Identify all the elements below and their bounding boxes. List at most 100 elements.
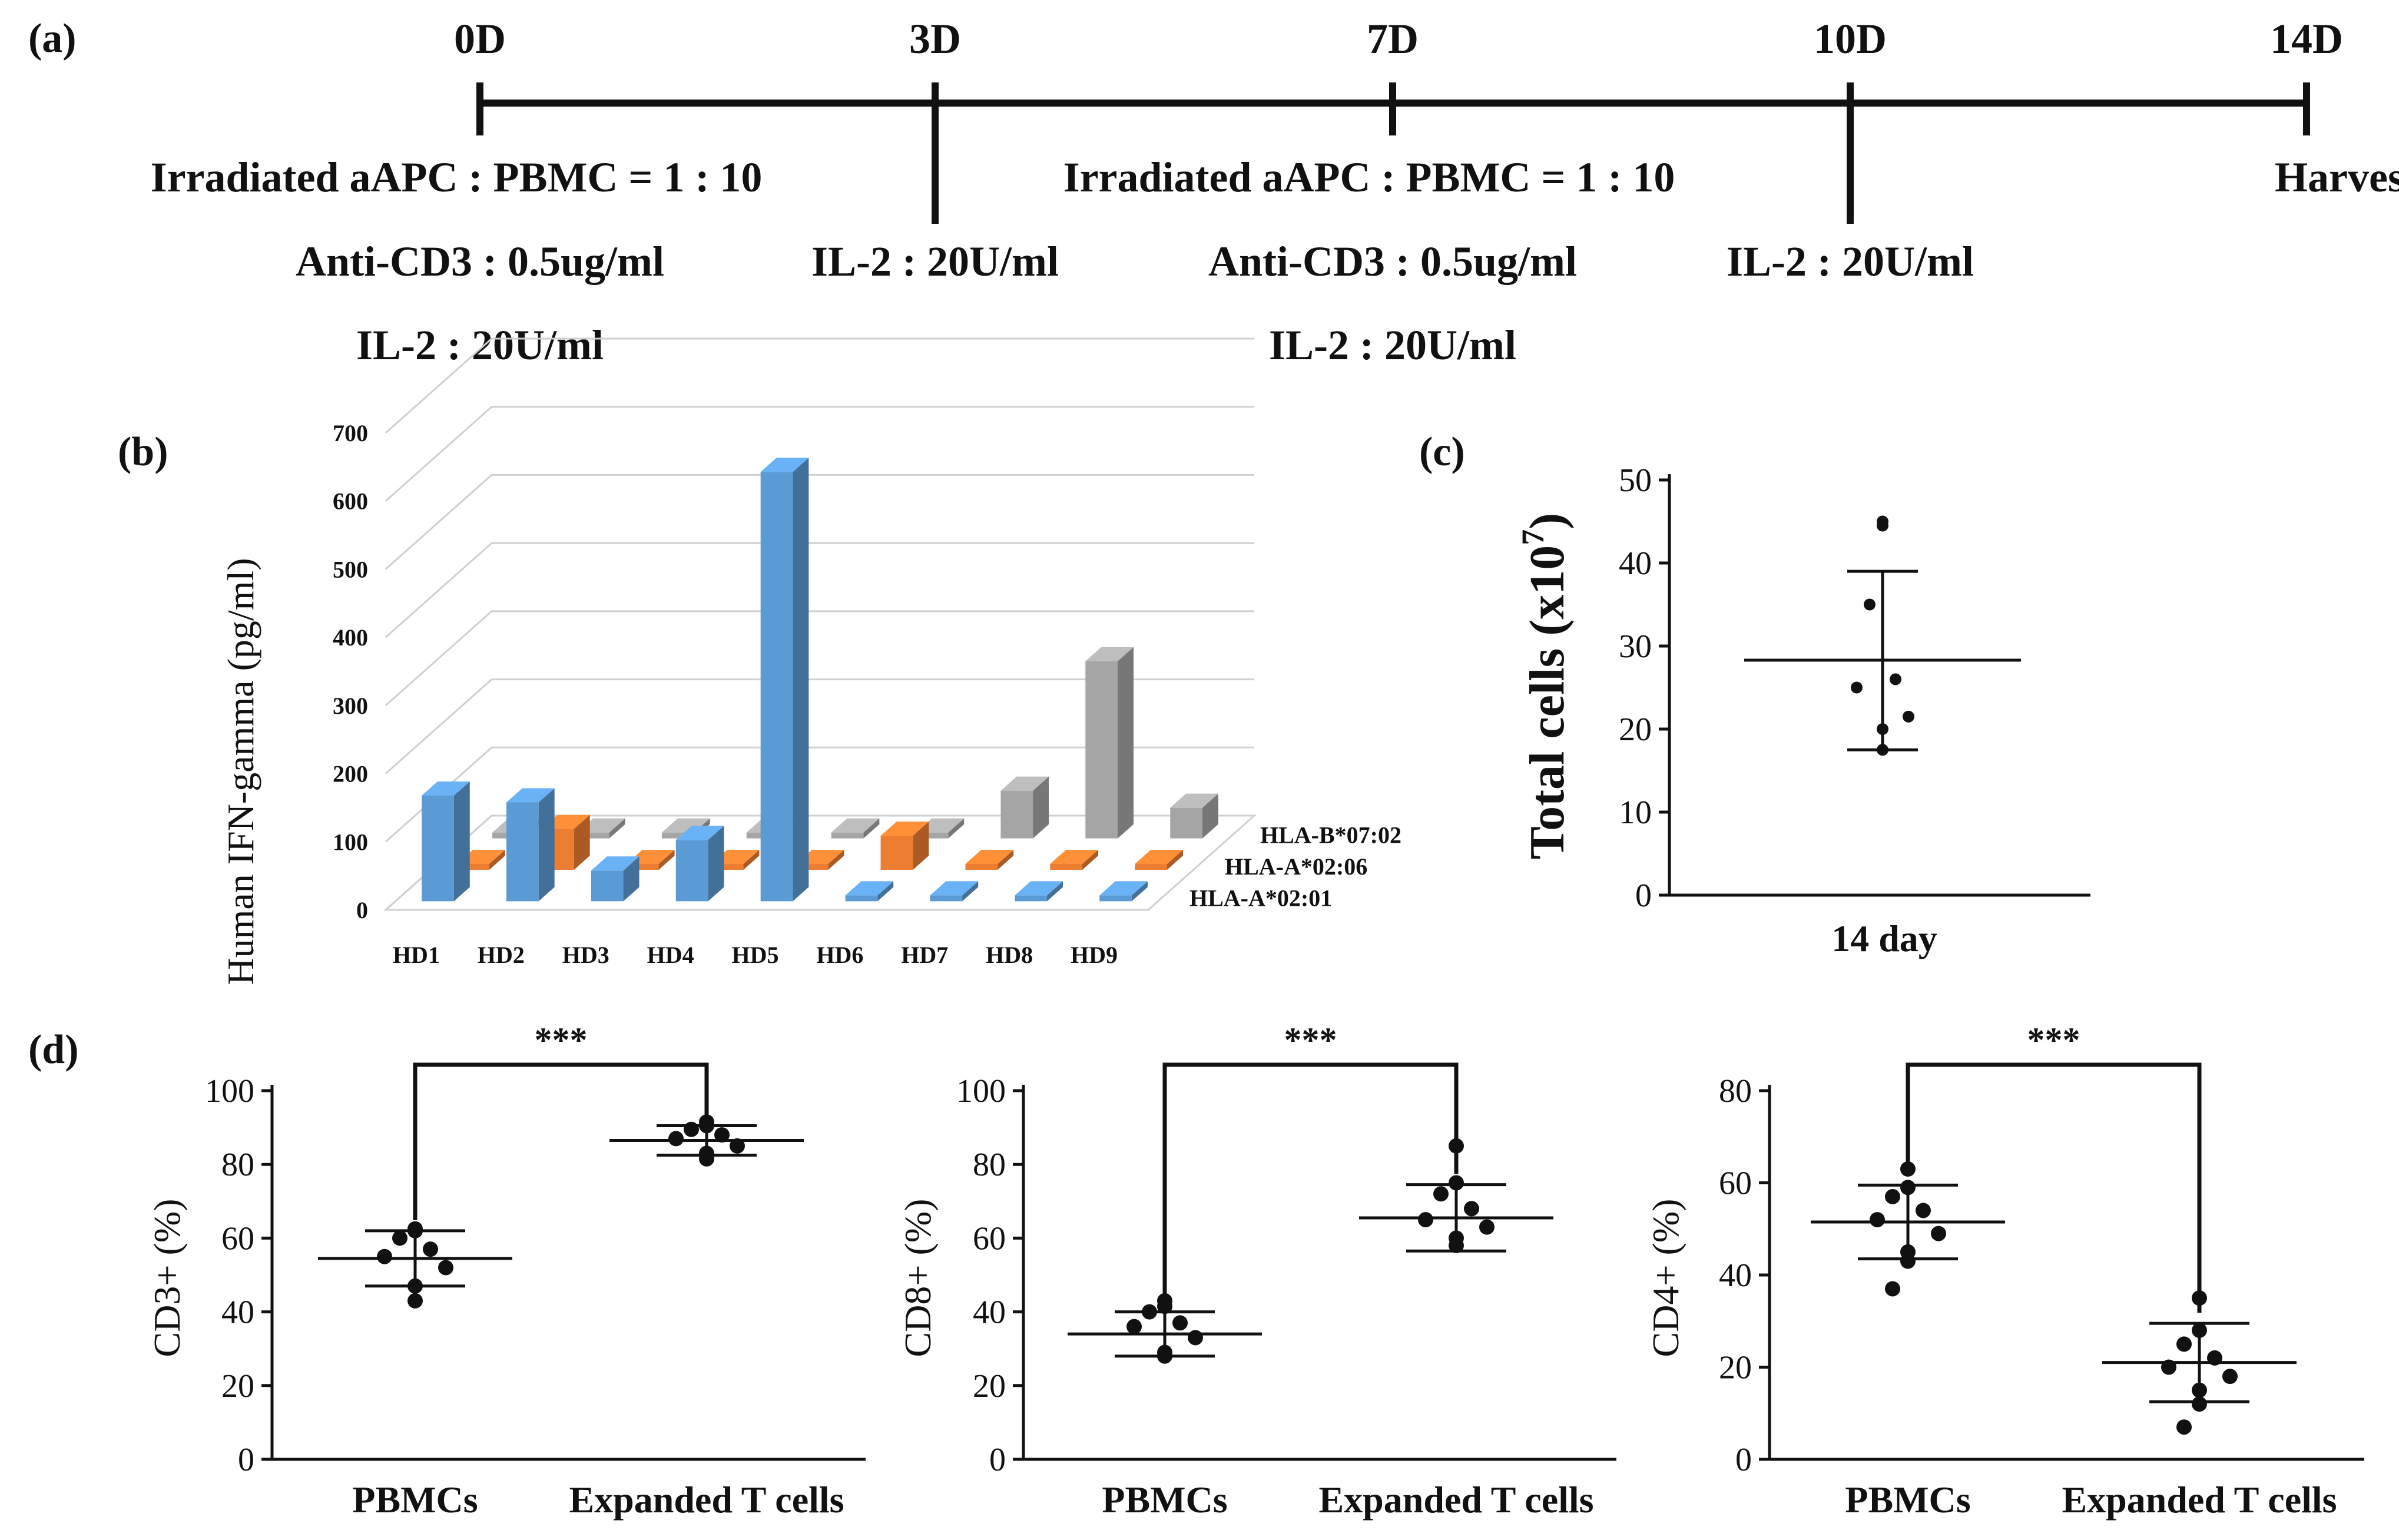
panel-b-label: (b)	[118, 429, 168, 475]
data-point	[730, 1138, 745, 1154]
chart-b-bar-side-HLA-A*02:06	[828, 850, 844, 870]
data-point	[699, 1118, 714, 1134]
y-tick-label: 0	[989, 1442, 1006, 1478]
data-point	[1885, 1188, 1900, 1204]
significance-label: ***	[2027, 1021, 2080, 1059]
timeline-day-7d: 7D	[1367, 15, 1419, 62]
chart-b-bar-HLA-A*02:01	[1099, 895, 1132, 902]
data-point	[1877, 723, 1888, 735]
y-tick-label: 40	[221, 1294, 254, 1331]
chart-b-bar-HLA-A*02:01	[422, 795, 454, 902]
x-category-label: Expanded T cells	[569, 1479, 844, 1521]
chart-b-bar-side-HLA-B*07:02	[609, 818, 625, 839]
chart-b-category-label: HD5	[732, 942, 779, 968]
y-tick-label: 20	[1619, 711, 1652, 748]
data-point	[1890, 673, 1901, 685]
chart-b-bar-side-HLA-A*02:01	[623, 856, 639, 902]
significance-bracket	[1162, 1062, 1459, 1301]
chart-b-bar-HLA-A*02:01	[1015, 895, 1048, 902]
data-point	[1449, 1175, 1464, 1191]
chart-c-ylabel-close: )	[1520, 513, 1575, 529]
timeline-day-3d: 3D	[909, 15, 961, 62]
chart-b-bar-top-HLA-A*02:01	[930, 881, 979, 896]
chart-b-bar-top-HLA-A*02:06	[880, 822, 929, 836]
y-tick-label: 40	[973, 1294, 1006, 1331]
chart-b-category-label: HD3	[562, 942, 609, 968]
chart-b-bar-side-HLA-A*02:06	[489, 850, 505, 870]
cd3-scatter-chart: CD3+ (%) 0 20 40 60 80 100 PBMCs Expanded T cel…	[146, 1021, 866, 1521]
significance-label: ***	[535, 1021, 588, 1059]
chart-b-ylabel: Human IFN-gamma (pg/ml)	[220, 558, 261, 985]
significance-bracket	[1906, 1062, 2202, 1313]
chart-b-bar-HLA-B*07:02	[1000, 790, 1033, 839]
y-tick-label: 100	[956, 1073, 1006, 1110]
total-cells-chart: Total cells (x107) 14 day 0 10 20 30 40 50	[1515, 462, 2090, 959]
data-point	[2176, 1336, 2192, 1352]
chart-b-category-label: HD8	[986, 942, 1033, 968]
chart-b-bar-side-HLA-B*07:02	[863, 818, 880, 839]
data-point	[1188, 1330, 1203, 1346]
y-tick-label: 60	[221, 1220, 254, 1257]
chart-b-series-label: HLA-A*02:01	[1189, 885, 1332, 911]
chart-b-bar-HLA-A*02:06	[965, 864, 998, 870]
chart-b-bar-top-HLA-B*07:02	[831, 818, 880, 833]
y-tick-label: 100	[205, 1073, 254, 1110]
chart-b-bar-side-HLA-B*07:02	[1202, 793, 1218, 839]
data-point	[1870, 1212, 1885, 1228]
data-point	[377, 1248, 392, 1264]
data-point	[392, 1230, 407, 1246]
y-tick-label: 0	[1735, 1442, 1752, 1478]
chart-b-bar-side-HLA-A*02:06	[658, 850, 675, 870]
chart-b-gridline	[385, 542, 1254, 638]
chart-b-bar-HLA-A*02:06	[1135, 864, 1167, 870]
chart-b-gridline	[385, 746, 1254, 843]
y-tick-label: 0	[1635, 877, 1652, 914]
chart-c-xlabel: 14 day	[1831, 918, 1937, 959]
data-point	[2176, 1419, 2192, 1435]
chart-b-bar-side-HLA-A*02:01	[538, 788, 555, 902]
chart-b-bar-side-HLA-A*02:06	[998, 850, 1014, 870]
y-tick-label: 20	[973, 1368, 1006, 1405]
data-point	[1418, 1212, 1433, 1228]
data-point	[1433, 1186, 1449, 1202]
data-point	[1931, 1226, 1946, 1241]
data-point	[714, 1127, 730, 1143]
chart-b-bar-side-HLA-A*02:01	[1047, 881, 1063, 902]
data-point	[1903, 710, 1914, 723]
chart-b-bar-side-HLA-B*07:02	[1033, 776, 1049, 839]
chart-b-bar-HLA-A*02:01	[506, 802, 539, 902]
chart-b-category-label: HD1	[393, 942, 440, 968]
chart-b-bar-top-HLA-A*02:01	[1099, 881, 1148, 896]
y-tick-label: 60	[1719, 1165, 1752, 1202]
timeline-note-7d-anticd3: Anti-CD3 : 0.5ug/ml	[1208, 238, 1577, 285]
chart-b-bar-HLA-A*02:01	[591, 870, 624, 902]
data-point	[2192, 1396, 2207, 1412]
chart-b-bar-side-HLA-A*02:06	[913, 822, 929, 870]
timeline-day-0d: 0D	[454, 15, 506, 62]
timeline-note-10d-il2: IL-2 : 20U/ml	[1727, 238, 1974, 285]
chart-d1-ylabel: CD3+ (%)	[146, 1199, 188, 1357]
data-point	[407, 1278, 423, 1294]
data-point	[1172, 1315, 1188, 1331]
chart-b-category-label: HD2	[478, 942, 525, 968]
chart-b-bar-top-HLA-B*07:02	[1170, 793, 1218, 808]
chart-b-ytick: 600	[333, 488, 368, 515]
cd4-scatter-chart: CD4+ (%) 0 20 40 60 80 PBMCs Expanded T cells *…	[1645, 1021, 2364, 1521]
y-tick-label: 40	[1619, 545, 1652, 582]
data-point	[2192, 1322, 2207, 1338]
y-tick-label: 0	[238, 1442, 254, 1478]
data-point	[1157, 1299, 1172, 1314]
data-point	[1126, 1319, 1142, 1334]
chart-b-category-label: HD4	[647, 942, 694, 968]
y-tick-label: 20	[1719, 1350, 1752, 1386]
data-point	[1479, 1219, 1495, 1235]
chart-b-bar-side-HLA-A*02:06	[1167, 850, 1183, 870]
chart-b-ytick: 400	[333, 624, 368, 651]
chart-d2-ylabel: CD8+ (%)	[897, 1199, 939, 1357]
x-category-label: PBMCs	[352, 1479, 478, 1521]
x-category-label: Expanded T cells	[2062, 1479, 2337, 1521]
chart-b-bar-HLA-A*02:01	[675, 840, 708, 902]
chart-b-bar-top-HLA-A*02:01	[591, 856, 639, 871]
timeline-note-3d-il2: IL-2 : 20U/ml	[811, 238, 1059, 285]
